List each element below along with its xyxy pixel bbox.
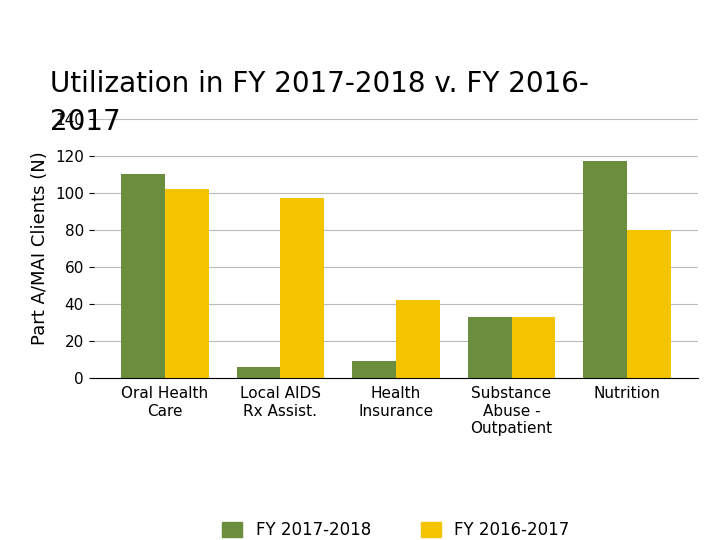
Bar bbox=[121, 174, 165, 378]
Bar bbox=[511, 317, 555, 378]
Bar bbox=[165, 189, 209, 378]
Y-axis label: Part A/MAI Clients (N): Part A/MAI Clients (N) bbox=[32, 152, 50, 345]
Bar bbox=[467, 317, 511, 378]
Bar bbox=[583, 161, 627, 378]
Legend: FY 2017-2018, FY 2016-2017: FY 2017-2018, FY 2016-2017 bbox=[222, 521, 570, 539]
Bar bbox=[627, 230, 671, 378]
Bar bbox=[281, 198, 325, 378]
Bar bbox=[396, 300, 440, 378]
Text: Utilization in FY 2017-2018 v. FY 2016-: Utilization in FY 2017-2018 v. FY 2016- bbox=[50, 70, 589, 98]
Bar bbox=[352, 361, 396, 378]
Bar bbox=[237, 367, 281, 378]
Text: 2017: 2017 bbox=[50, 108, 121, 136]
